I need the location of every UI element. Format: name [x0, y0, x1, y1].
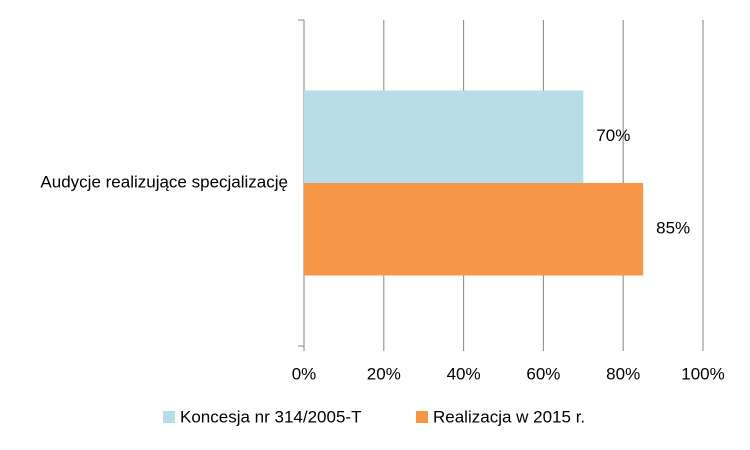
legend-label: Koncesja nr 314/2005-T: [180, 407, 361, 426]
x-tick-label: 60%: [526, 364, 560, 383]
legend-label: Realizacja w 2015 r.: [433, 407, 585, 426]
legend-swatch: [416, 411, 428, 423]
bar: [304, 90, 584, 183]
data-label: 85%: [656, 219, 690, 238]
x-tick-label: 20%: [367, 364, 401, 383]
x-tick-label: 0%: [292, 364, 317, 383]
x-tick-label: 40%: [447, 364, 481, 383]
data-label: 70%: [596, 126, 630, 145]
bar: [304, 183, 644, 276]
category-label: Audycje realizujące specjalizację: [40, 172, 288, 191]
legend-swatch: [163, 411, 175, 423]
x-tick-label: 100%: [681, 364, 724, 383]
x-tick-label: 80%: [606, 364, 640, 383]
